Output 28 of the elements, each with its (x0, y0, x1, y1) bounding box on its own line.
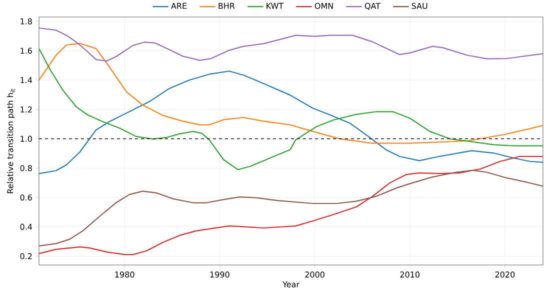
y-tick-label: 0.6 (20, 194, 32, 201)
x-tick-label: 1990 (210, 272, 230, 278)
x-tick-label: 1980 (115, 272, 134, 278)
y-tick-label: 0.2 (20, 253, 32, 260)
line-series (39, 42, 543, 144)
legend-label: OMN (314, 2, 333, 9)
legend-label: QAT (364, 2, 381, 10)
y-tick-label: 0.8 (20, 165, 32, 172)
y-tick-label: 1.8 (20, 18, 32, 24)
legend-label: BHR (218, 2, 235, 9)
x-tick-label: 2010 (400, 272, 420, 278)
line-series (39, 27, 543, 62)
y-tick-label: 1.0 (20, 136, 32, 142)
y-tick-label: 1.4 (20, 77, 32, 84)
legend-label: KWT (266, 2, 284, 9)
line-series (39, 170, 543, 246)
y-tick-label: 1.6 (20, 48, 32, 54)
legend-label: ARE (171, 2, 187, 9)
y-tick-label: 1.2 (20, 106, 32, 112)
line-series (39, 70, 543, 174)
line-series (39, 156, 543, 256)
y-axis-title: Relative transition path h$_{it}$ (7, 88, 15, 194)
x-axis-title: Year (282, 281, 300, 288)
x-tick-label: 2020 (495, 272, 515, 278)
legend-label: SAU (412, 2, 428, 9)
line-series (39, 48, 543, 170)
x-tick-label: 2000 (305, 272, 324, 278)
y-tick-label: 0.4 (20, 224, 32, 230)
